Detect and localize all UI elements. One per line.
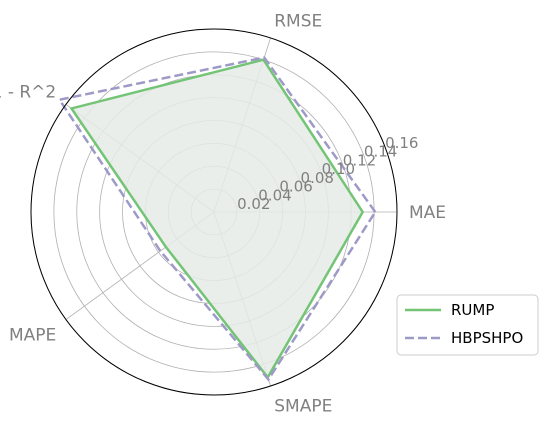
legend-label-hbpshpo: HBPSHPO	[451, 329, 523, 347]
axis-labels: MAE RMSE 1 - R^2 MAPE SMAPE	[0, 12, 446, 417]
series-area-rump	[71, 59, 363, 378]
radial-tick-label: 0.14	[364, 143, 397, 161]
radial-tick-label: 0.06	[279, 178, 312, 196]
radial-tick-label: 0.10	[322, 160, 355, 178]
axis-label-rmse: RMSE	[274, 12, 322, 32]
polar-frame	[30, 28, 398, 396]
series-line-rump	[69, 58, 365, 380]
axis-label-mape: MAPE	[9, 326, 56, 346]
series-layer	[57, 56, 377, 382]
radial-tick-label: 0.02	[237, 195, 270, 213]
radial-tick-label: 0.16	[385, 134, 418, 152]
series-line-hbpshpo	[57, 56, 377, 382]
legend-label-rump: RUMP	[451, 301, 494, 319]
radial-tick-label: 0.08	[301, 169, 334, 187]
radial-tick-labels: 0.020.040.060.080.100.120.140.16	[237, 134, 418, 213]
radial-tick-label: 0.04	[258, 186, 291, 204]
legend: RUMP HBPSHPO	[396, 294, 539, 356]
radial-tick-label: 0.12	[343, 151, 376, 169]
axis-label-smape: SMAPE	[274, 396, 332, 416]
axis-label-1-r-2: 1 - R^2	[0, 82, 56, 102]
axis-label-mae: MAE	[409, 203, 446, 223]
